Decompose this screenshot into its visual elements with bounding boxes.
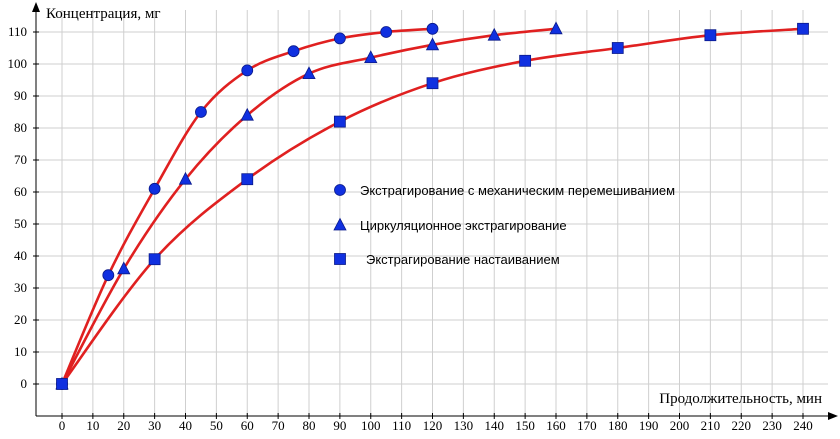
y-tick-label: 20 [14,312,27,327]
x-tick-label: 130 [454,418,474,433]
y-axis-arrow [32,2,40,12]
grid [36,10,828,416]
legend-label: Циркуляционное экстрагирование [360,218,567,233]
y-tick-label: 50 [14,216,27,231]
x-tick-label: 40 [179,418,192,433]
x-tick-label: 80 [303,418,316,433]
y-tick-label: 30 [14,280,27,295]
data-point-triangle [302,66,316,79]
data-point-square [704,29,717,42]
x-tick-label: 30 [148,418,161,433]
x-tick-label: 100 [361,418,381,433]
x-tick-label: 240 [793,418,813,433]
y-tick-labels: 0 10 20 30 40 50 60 70 80 90 100 110 [8,24,39,391]
legend-marker-circle [334,184,346,196]
data-point-square [148,253,161,266]
data-point-square [519,54,532,67]
data-point-circle [148,182,161,195]
x-tick-label: 120 [423,418,443,433]
data-point-circle [287,45,300,58]
x-tick-label: 190 [639,418,659,433]
x-tick-label: 90 [333,418,346,433]
series-curve-square [60,27,804,385]
data-point-square [611,42,624,54]
x-tick-label: 160 [546,418,566,433]
x-tick-label: 140 [485,418,505,433]
data-point-triangle [178,171,193,185]
data-point-circle [380,26,393,38]
data-point-square [426,77,439,90]
x-tick-label: 150 [515,418,535,433]
x-tick-labels: 0 10 20 30 40 50 60 70 80 90 100 110 120 130 140 150 160… [59,413,813,433]
x-tick-label: 0 [59,418,66,433]
x-tick-label: 60 [241,418,254,433]
legend-marker-triangle [333,217,347,231]
y-tick-label: 60 [14,184,27,199]
data-point-circle [195,106,207,118]
data-point-triangle [117,261,131,275]
y-tick-label: 10 [14,344,27,359]
y-tick-label: 90 [14,88,27,103]
data-point-triangle [425,37,440,51]
x-tick-label: 10 [86,418,99,433]
legend-label: Экстрагирование настаиванием [366,252,560,267]
x-tick-label: 110 [392,418,411,433]
y-tick-label: 80 [14,120,27,135]
data-point-square [56,378,68,390]
y-axis-title: Концентрация, мг [46,6,161,22]
x-axis-arrow [828,412,838,420]
x-tick-label: 220 [732,418,752,433]
data-point-circle [426,22,439,35]
x-tick-label: 20 [117,418,130,433]
y-tick-label: 100 [8,56,28,71]
x-tick-label: 210 [701,418,721,433]
data-point-circle [333,32,346,45]
data-points [55,21,809,390]
x-axis-title: Продолжительность, мин [659,391,822,407]
x-tick-label: 200 [670,418,690,433]
legend-label: Экстрагирование с механическим перемешив… [360,183,675,198]
y-tick-label: 110 [8,24,27,39]
data-point-square [241,173,254,186]
data-point-triangle [549,21,563,35]
data-point-circle [102,269,115,282]
data-point-circle [241,64,254,77]
y-tick-label: 40 [14,248,27,263]
data-point-square [333,115,346,128]
legend: Экстрагирование с механическим перемешив… [333,183,675,267]
x-tick-label: 70 [272,418,285,433]
y-tick-label: 0 [21,376,28,391]
data-point-triangle [240,107,254,121]
x-tick-label: 50 [210,418,223,433]
axes [32,2,838,420]
x-tick-label: 180 [608,418,628,433]
legend-marker-square [334,253,346,265]
x-tick-label: 230 [762,418,782,433]
data-point-triangle [364,50,378,63]
y-tick-label: 70 [14,152,27,167]
data-point-triangle [487,27,501,41]
data-point-square [797,22,809,35]
x-tick-label: 170 [577,418,597,433]
